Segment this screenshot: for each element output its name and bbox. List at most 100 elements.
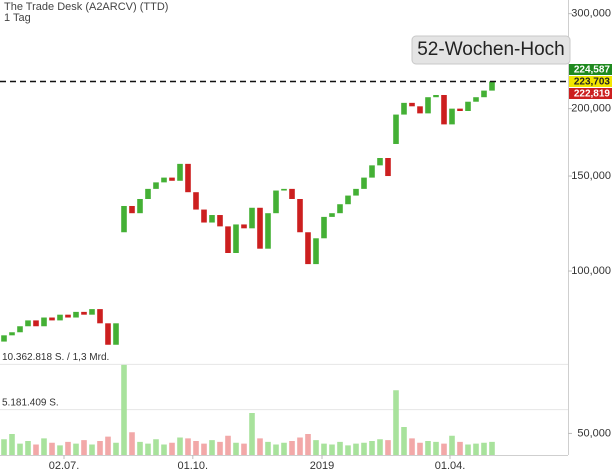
- candle-body: [97, 309, 103, 324]
- volume-bar: [401, 427, 407, 455]
- candle-body: [481, 90, 487, 98]
- volume-bar: [161, 444, 167, 455]
- volume-bar: [9, 434, 15, 455]
- annotation-box: [411, 35, 571, 65]
- y2-tick-label: 5.181.409 S.: [2, 397, 59, 408]
- candle-body: [321, 216, 327, 239]
- candle-body: [385, 158, 391, 177]
- candle-body: [57, 314, 63, 321]
- candle-body: [369, 165, 375, 178]
- volume-bar: [105, 436, 111, 455]
- chart-title: The Trade Desk (A2ARCV) (TTD): [4, 1, 168, 13]
- candle-body: [289, 188, 295, 199]
- candle-body: [201, 209, 207, 223]
- candle-body: [145, 188, 151, 199]
- candle-body: [217, 215, 223, 227]
- candle-body: [17, 326, 23, 333]
- volume-bar: [273, 444, 279, 455]
- candle-body: [249, 207, 255, 229]
- volume-bar: [361, 442, 367, 455]
- volume-bar: [249, 413, 255, 455]
- volume-bar: [289, 441, 295, 455]
- volume-bar: [89, 444, 95, 455]
- candle-body: [329, 213, 335, 217]
- candle-body: [241, 224, 247, 229]
- price-label-box: [569, 76, 612, 87]
- candle-body: [105, 323, 111, 345]
- candle-body: [33, 320, 39, 327]
- candle-body: [457, 108, 463, 111]
- candle-body: [265, 213, 271, 249]
- volume-bar: [49, 442, 55, 455]
- y-tick-label: 300,000: [571, 8, 611, 20]
- candle-body: [89, 309, 95, 315]
- candle-body: [161, 177, 167, 183]
- volume-bar: [33, 444, 39, 455]
- volume-bar: [385, 440, 391, 455]
- volume-bar: [369, 441, 375, 455]
- volume-bar: [313, 440, 319, 455]
- volume-bar: [1, 439, 7, 455]
- volume-bar: [329, 444, 335, 455]
- volume-bar: [41, 438, 47, 455]
- candle-body: [393, 114, 399, 144]
- price-label-box: [569, 64, 612, 75]
- volume-bar: [425, 441, 431, 455]
- chart-subtitle: 1 Tag: [4, 12, 31, 24]
- candle-body: [41, 317, 47, 327]
- volume-bar: [193, 441, 199, 455]
- y-tick-label: 50,000: [577, 427, 611, 439]
- volume-bar: [81, 440, 87, 455]
- volume-bar: [345, 445, 351, 455]
- volume-bar: [449, 435, 455, 455]
- volume-bar: [297, 437, 303, 455]
- volume-bar: [209, 440, 215, 455]
- candle-body: [409, 102, 415, 107]
- volume-bar: [465, 444, 471, 455]
- volume-bar: [433, 441, 439, 455]
- annotation-text: 52-Wochen-Hoch: [417, 39, 565, 60]
- price-label: 222,819: [574, 89, 611, 100]
- volume-bar: [409, 438, 415, 455]
- candle-body: [1, 335, 7, 342]
- candle-body: [345, 195, 351, 205]
- candle-body: [441, 94, 447, 125]
- candle-body: [297, 198, 303, 233]
- volume-bar: [257, 438, 263, 455]
- volume-bar: [473, 443, 479, 455]
- y-tick-label: 150,000: [571, 170, 611, 182]
- candle-body: [489, 81, 495, 91]
- volume-bar: [337, 441, 343, 455]
- candle-body: [337, 204, 343, 214]
- candle-body: [137, 198, 143, 214]
- candle-body: [273, 190, 279, 214]
- volume-bar: [217, 441, 223, 455]
- price-label: 223,703: [574, 77, 611, 88]
- price-label-box: [569, 88, 612, 99]
- candle-body: [129, 205, 135, 214]
- candle-body: [401, 102, 407, 115]
- volume-bar: [201, 443, 207, 455]
- candle-body: [433, 94, 439, 98]
- candle-body: [313, 238, 319, 265]
- volume-bar: [25, 441, 31, 455]
- x-tick-label: 01.04.: [435, 460, 466, 472]
- candle-body: [473, 97, 479, 102]
- volume-bar: [281, 442, 287, 455]
- candle-body: [425, 97, 431, 114]
- volume-bar: [57, 445, 63, 455]
- candle-body: [169, 177, 175, 181]
- candle-body: [465, 101, 471, 111]
- volume-bar: [393, 390, 399, 455]
- price-label: 224,587: [574, 65, 611, 76]
- volume-bar: [417, 442, 423, 455]
- candle-body: [257, 207, 263, 249]
- candle-body: [153, 182, 159, 189]
- candle-body: [81, 311, 87, 315]
- candle-body: [225, 226, 231, 254]
- y-tick-label: 100,000: [571, 265, 611, 277]
- candle-body: [417, 106, 423, 114]
- candle-body: [185, 163, 191, 193]
- volume-bar: [113, 442, 119, 455]
